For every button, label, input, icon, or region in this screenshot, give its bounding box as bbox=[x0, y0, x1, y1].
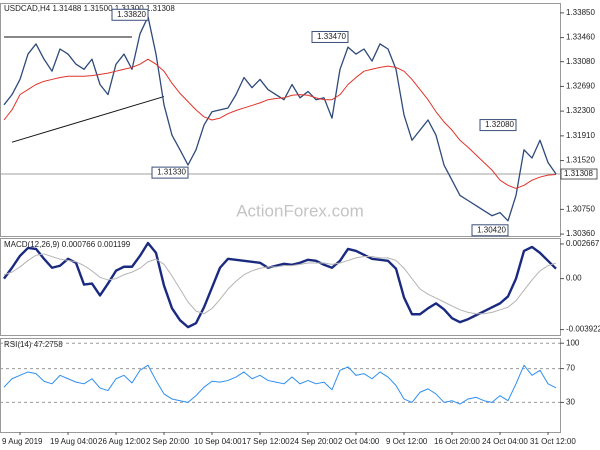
y-tick-label: 1.32690 bbox=[566, 82, 595, 91]
x-tick-label: 26 Aug 12:00 bbox=[98, 437, 146, 446]
rsi-title: RSI(14) 47.2758 bbox=[4, 340, 63, 349]
y-tick-label: 30 bbox=[566, 398, 575, 407]
price-annotation-box bbox=[479, 119, 517, 132]
series-line bbox=[3, 16, 557, 222]
price-annotation-label: 1.33470 bbox=[317, 32, 346, 41]
y-tick-label: 1.33850 bbox=[566, 8, 595, 17]
current-price-box bbox=[560, 168, 598, 180]
macd-title: MACD(12,26,9) 0.000766 0.001199 bbox=[4, 240, 131, 249]
trendline bbox=[11, 96, 165, 143]
price-annotation-label: 1.33820 bbox=[117, 10, 146, 19]
price-annotation-label: 1.32080 bbox=[485, 120, 514, 129]
y-tick-label: 1.30360 bbox=[566, 229, 595, 238]
y-tick-label: 0.002667 bbox=[566, 239, 600, 248]
price-title: USDCAD,H4 1.31488 1.31500 1.31300 1.3130… bbox=[4, 4, 175, 13]
y-tick-label: -0.003922 bbox=[566, 325, 600, 334]
price-annotation-box bbox=[151, 166, 189, 179]
x-tick-label: 31 Oct 12:00 bbox=[530, 437, 576, 446]
price-panel-frame bbox=[0, 3, 561, 237]
x-tick-label: 10 Sep 04:00 bbox=[194, 437, 242, 446]
current-price-label: 1.31308 bbox=[564, 169, 593, 178]
x-tick-label: 16 Oct 20:00 bbox=[434, 437, 480, 446]
y-tick-label: 1.33460 bbox=[566, 33, 595, 42]
series-line bbox=[3, 58, 557, 189]
macd-panel-frame bbox=[0, 238, 561, 336]
y-tick-label: 100 bbox=[566, 338, 580, 347]
x-tick-label: 17 Sep 12:00 bbox=[242, 437, 290, 446]
rsi-panel-frame bbox=[0, 338, 561, 433]
y-tick-label: 1.30750 bbox=[566, 204, 595, 213]
price-annotation-box bbox=[311, 30, 349, 43]
price-annotation-box bbox=[471, 224, 509, 237]
price-annotation-label: 1.31330 bbox=[157, 168, 186, 177]
x-tick-label: 24 Oct 04:00 bbox=[482, 437, 528, 446]
series-line bbox=[3, 241, 557, 329]
x-tick-label: 24 Sep 20:00 bbox=[290, 437, 338, 446]
y-tick-label: 1.32300 bbox=[566, 106, 595, 115]
price-annotation-label: 1.30420 bbox=[477, 225, 506, 234]
price-annotation-box bbox=[111, 8, 149, 21]
x-tick-label: 9 Aug 2019 bbox=[2, 437, 43, 446]
x-tick-label: 9 Oct 12:00 bbox=[386, 437, 428, 446]
x-tick-label: 2 Sep 20:00 bbox=[146, 437, 190, 446]
watermark: ActionForex.com bbox=[236, 201, 364, 220]
y-tick-label: 70 bbox=[566, 364, 575, 373]
series-line bbox=[3, 253, 557, 315]
y-tick-label: 0.00 bbox=[566, 274, 582, 283]
y-tick-label: 1.33080 bbox=[566, 57, 595, 66]
y-tick-label: 1.31910 bbox=[566, 131, 595, 140]
x-tick-label: 19 Aug 04:00 bbox=[50, 437, 98, 446]
series-line bbox=[3, 364, 557, 405]
x-tick-label: 2 Oct 04:00 bbox=[338, 437, 380, 446]
y-tick-label: 1.31520 bbox=[566, 156, 595, 165]
